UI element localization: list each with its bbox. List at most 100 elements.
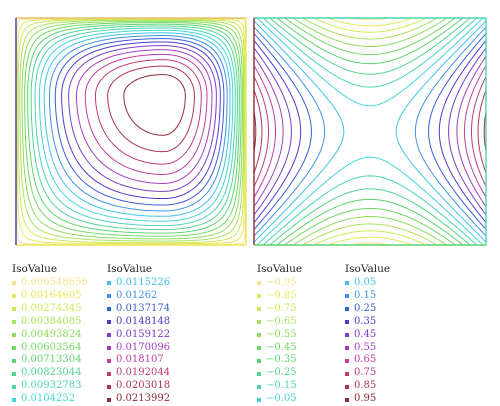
isoline-left [43, 32, 231, 217]
legend-entry: −0.05 [257, 393, 302, 406]
isoline-left [21, 20, 244, 240]
legend-label: 0.00384085 [21, 315, 82, 327]
legend-swatch [12, 384, 16, 389]
legend-entry: 0.0148148 [107, 316, 170, 329]
legend-entry: −0.95 [257, 277, 302, 290]
legend-label: 0.45 [354, 328, 377, 340]
legend-entry: 0.0137174 [107, 303, 170, 316]
legend-entry: 0.018107 [107, 354, 170, 367]
legend-swatch [345, 307, 349, 312]
legend-entry: −0.55 [257, 329, 302, 342]
isoline-right [262, 17, 478, 246]
isoline-left [48, 35, 228, 212]
legend-swatch [345, 320, 349, 325]
legend-entry: 0.00603564 [12, 342, 88, 355]
isoline-right [253, 40, 487, 223]
legend-label: 0.00713304 [21, 354, 82, 366]
legend-label: 0.0159122 [116, 328, 171, 340]
legend-swatch [12, 345, 16, 350]
contour-plots [15, 17, 487, 246]
legend-swatch [257, 320, 261, 325]
legend-label: −0.65 [266, 315, 297, 327]
legend-entry: 0.01262 [107, 290, 170, 303]
legend-label: 0.000548656 [21, 277, 88, 288]
isoline-right [253, 65, 487, 198]
isoline-left [24, 22, 242, 237]
legend-swatch [345, 281, 349, 286]
legend-left-1: IsoValue 0.000548656 0.00164605 0.00274345… [12, 263, 88, 406]
legend-entry: −0.75 [257, 303, 302, 316]
isoline-right [253, 20, 487, 243]
legend-label: −0.55 [266, 328, 297, 340]
legend-entry: 0.95 [345, 393, 390, 406]
legend-label: 0.85 [354, 380, 377, 392]
legend-swatch [257, 384, 261, 389]
legend-label: −0.75 [266, 302, 297, 314]
isoline-right [269, 17, 471, 246]
legend-swatch [345, 371, 349, 376]
legend-swatch [12, 333, 16, 338]
legend-swatch [12, 281, 16, 286]
legend-entry: 0.0170096 [107, 342, 170, 355]
isoline-left [94, 59, 202, 165]
isoline-right [253, 26, 487, 237]
legend-label: 0.05 [354, 277, 377, 288]
isoline-right [313, 17, 427, 246]
isoline-left [107, 65, 195, 153]
legend-label: 0.65 [354, 354, 377, 366]
legend-entry: 0.000548656 [12, 277, 88, 290]
legend-swatch [257, 358, 261, 363]
legend-swatch [12, 294, 16, 299]
legend-swatch [12, 307, 16, 312]
isoline-left [16, 18, 246, 245]
legend-label: 0.15 [354, 289, 377, 301]
legend-label: 0.00932783 [21, 380, 82, 392]
legend-entry: 0.0115226 [107, 277, 170, 290]
isoline-left [54, 38, 225, 206]
legend-swatch [345, 345, 349, 350]
legend-swatch [107, 358, 111, 363]
isoline-right [253, 47, 487, 216]
legend-left-2: IsoValue 0.0115226 0.01262 0.0137174 0.0148… [107, 263, 170, 406]
legend-label: −0.05 [266, 393, 297, 405]
legend-entry: 0.0104252 [12, 393, 88, 406]
legend-label: 0.0203018 [116, 380, 171, 392]
isoline-right [253, 33, 487, 230]
isoline-left [38, 29, 234, 222]
isoline-right [276, 17, 464, 246]
legend-swatch [107, 307, 111, 312]
legend-label: −0.35 [266, 354, 297, 366]
legend-label: 0.00274345 [21, 302, 82, 314]
legend-label: −0.15 [266, 380, 297, 392]
legend-label: 0.00493824 [21, 328, 82, 340]
legend-entry: 0.45 [345, 329, 390, 342]
isoline-right [256, 17, 484, 246]
legend-entry: 0.00164605 [12, 290, 88, 303]
isoline-right [253, 56, 487, 207]
legend-swatch [257, 294, 261, 299]
legend-swatch [345, 333, 349, 338]
legend-label: 0.75 [354, 367, 377, 379]
legend-swatch [257, 333, 261, 338]
isoline-left [30, 25, 238, 231]
legend-swatch [257, 307, 261, 312]
legend-label: 0.0115226 [116, 277, 171, 288]
legend-entry: 0.00384085 [12, 316, 88, 329]
legend-label: 0.018107 [116, 354, 164, 366]
legend-title: IsoValue [345, 263, 391, 275]
legend-swatch [12, 371, 16, 376]
isoline-left [75, 49, 213, 184]
legend-title: IsoValue [12, 263, 58, 275]
isoline-left [68, 45, 217, 192]
legend-entries: −0.95 −0.85 −0.75 −0.65 −0.55 −0.45 −0.35 −0.25… [257, 277, 302, 406]
legend-label: 0.0104252 [21, 393, 76, 405]
legend-swatch [107, 384, 111, 389]
legend-swatch [345, 384, 349, 389]
isoline-left [34, 27, 236, 227]
legend-entries: 0.0115226 0.01262 0.0137174 0.0148148 0.0159… [107, 277, 170, 406]
legend-swatch [257, 281, 261, 286]
legend-title: IsoValue [107, 263, 153, 275]
isoline-right [292, 17, 448, 246]
legend-label: 0.0148148 [116, 315, 171, 327]
legend-swatch [107, 294, 111, 299]
